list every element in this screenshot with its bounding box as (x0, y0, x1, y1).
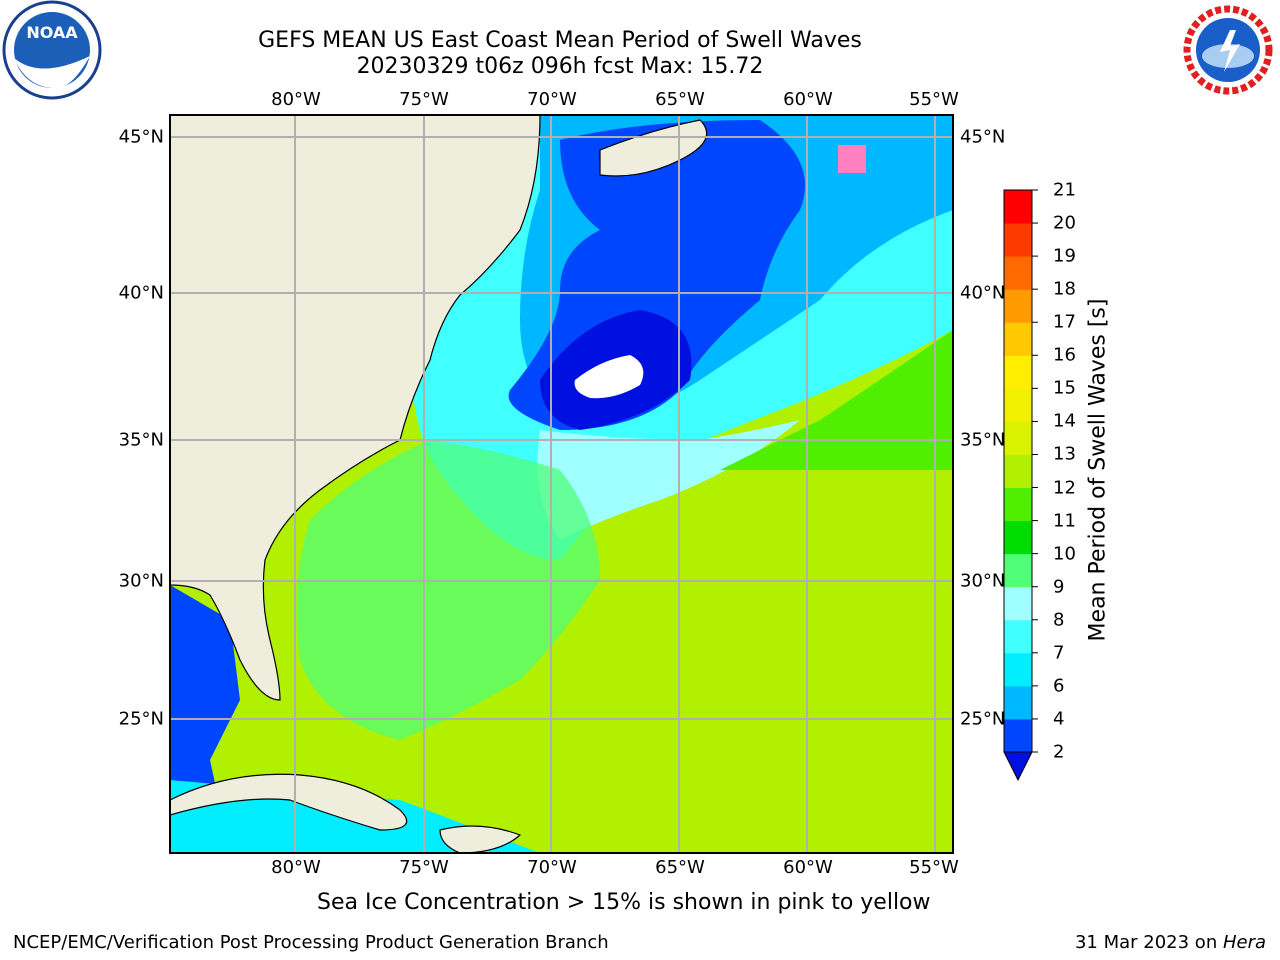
lat-label-right-25n: 25°N (960, 708, 1006, 730)
colorbar-tick-label: 6 (1053, 675, 1065, 697)
lat-label-left-45n: 45°N (118, 126, 164, 148)
colorbar-tick-label: 12 (1053, 477, 1076, 499)
colorbar-segment (1004, 553, 1032, 588)
colorbar-segment (1004, 520, 1032, 555)
green-swell-band (720, 330, 953, 470)
colorbar-segment (1004, 388, 1032, 422)
hispaniola-land (439, 825, 522, 853)
colorbar-tick-label: 13 (1053, 443, 1076, 465)
lon-label-top-75w: 75°W (399, 89, 449, 110)
lon-label-top-80w: 80°W (271, 89, 321, 110)
green-swell-zone (296, 440, 600, 740)
colorbar-segment (1004, 190, 1032, 224)
lat-label-left-35n: 35°N (118, 429, 164, 451)
cuba-land (170, 773, 408, 831)
colorbar-segment (1004, 355, 1032, 389)
colorbar-tick-label: 19 (1053, 245, 1076, 267)
footer-date-text: 31 Mar 2023 on (1074, 932, 1223, 953)
colorbar-segment (1004, 454, 1032, 489)
colorbar-tick-label: 16 (1053, 344, 1076, 366)
colorbar (1003, 189, 1038, 782)
colorbar-segment (1004, 322, 1032, 356)
lon-label-top-60w: 60°W (783, 89, 833, 110)
colorbar-tick-label: 10 (1053, 543, 1076, 565)
colorbar-tick-label: 20 (1053, 212, 1076, 234)
colorbar-segment (1004, 487, 1032, 522)
lon-label-bottom-60w: 60°W (783, 857, 833, 878)
colorbar-tick-label: 2 (1053, 741, 1065, 763)
colorbar-tick-label: 14 (1053, 410, 1076, 432)
noaa-logo: NOAA (2, 0, 102, 100)
colorbar-tick-label: 4 (1053, 708, 1065, 730)
colorbar-segment (1004, 718, 1032, 753)
light-cyan-swell-zone (537, 420, 800, 540)
colorbar-segment (1004, 223, 1032, 257)
national-weather-service-logo (1181, 3, 1275, 97)
sea-ice-note: Sea Ice Concentration > 15% is shown in … (317, 890, 931, 915)
svg-text:NOAA: NOAA (26, 23, 78, 42)
colorbar-tick-label: 17 (1053, 311, 1076, 333)
lon-label-top-65w: 65°W (655, 89, 705, 110)
colorbar-tick-label: 11 (1053, 510, 1076, 532)
lat-label-left-30n: 30°N (118, 570, 164, 592)
lat-label-right-35n: 35°N (960, 429, 1006, 451)
colorbar-segment (1004, 619, 1032, 654)
lat-label-right-40n: 40°N (960, 282, 1006, 304)
colorbar-tick-label: 9 (1053, 576, 1065, 598)
colorbar-title: Mean Period of Swell Waves [s] (1085, 298, 1111, 642)
colorbar-segment (1004, 421, 1032, 455)
lon-label-bottom-80w: 80°W (271, 857, 321, 878)
map-frame (169, 114, 954, 854)
grid-lines (170, 115, 953, 853)
colorbar-tick-label: 21 (1053, 179, 1076, 201)
lon-label-top-55w: 55°W (909, 89, 959, 110)
colorbar-segment (1004, 685, 1032, 720)
map-title: GEFS MEAN US East Coast Mean Period of S… (258, 28, 862, 53)
colorbar-frame (1003, 189, 1033, 753)
colorbar-tick-label: 8 (1053, 609, 1065, 631)
lon-label-bottom-75w: 75°W (399, 857, 449, 878)
colorbar-tick-label: 7 (1053, 642, 1065, 664)
sea-ice-marker (838, 145, 866, 173)
map-subtitle: 20230329 t06z 096h fcst Max: 15.72 (356, 54, 764, 79)
lon-label-top-70w: 70°W (527, 89, 577, 110)
colorbar-segment (1004, 256, 1032, 290)
colorbar-segment (1004, 652, 1032, 687)
colorbar-segment (1004, 586, 1032, 621)
lat-label-right-45n: 45°N (960, 126, 1006, 148)
colorbar-tick-label: 15 (1053, 377, 1076, 399)
footer-credit: NCEP/EMC/Verification Post Processing Pr… (13, 932, 609, 953)
lat-label-left-40n: 40°N (118, 282, 164, 304)
colorbar-under-arrow (1003, 751, 1033, 782)
colorbar-segment (1004, 289, 1032, 323)
us-east-coast-land (170, 115, 541, 701)
lat-label-left-25n: 25°N (118, 708, 164, 730)
colorbar-tick-label: 18 (1053, 278, 1076, 300)
lon-label-bottom-55w: 55°W (909, 857, 959, 878)
lat-label-right-30n: 30°N (960, 570, 1006, 592)
no-swell-patch (574, 355, 644, 399)
footer-date: 31 Mar 2023 on Hera (1075, 932, 1266, 953)
footer-machine: Hera (1222, 932, 1266, 953)
lon-label-bottom-65w: 65°W (655, 857, 705, 878)
lon-label-bottom-70w: 70°W (527, 857, 577, 878)
